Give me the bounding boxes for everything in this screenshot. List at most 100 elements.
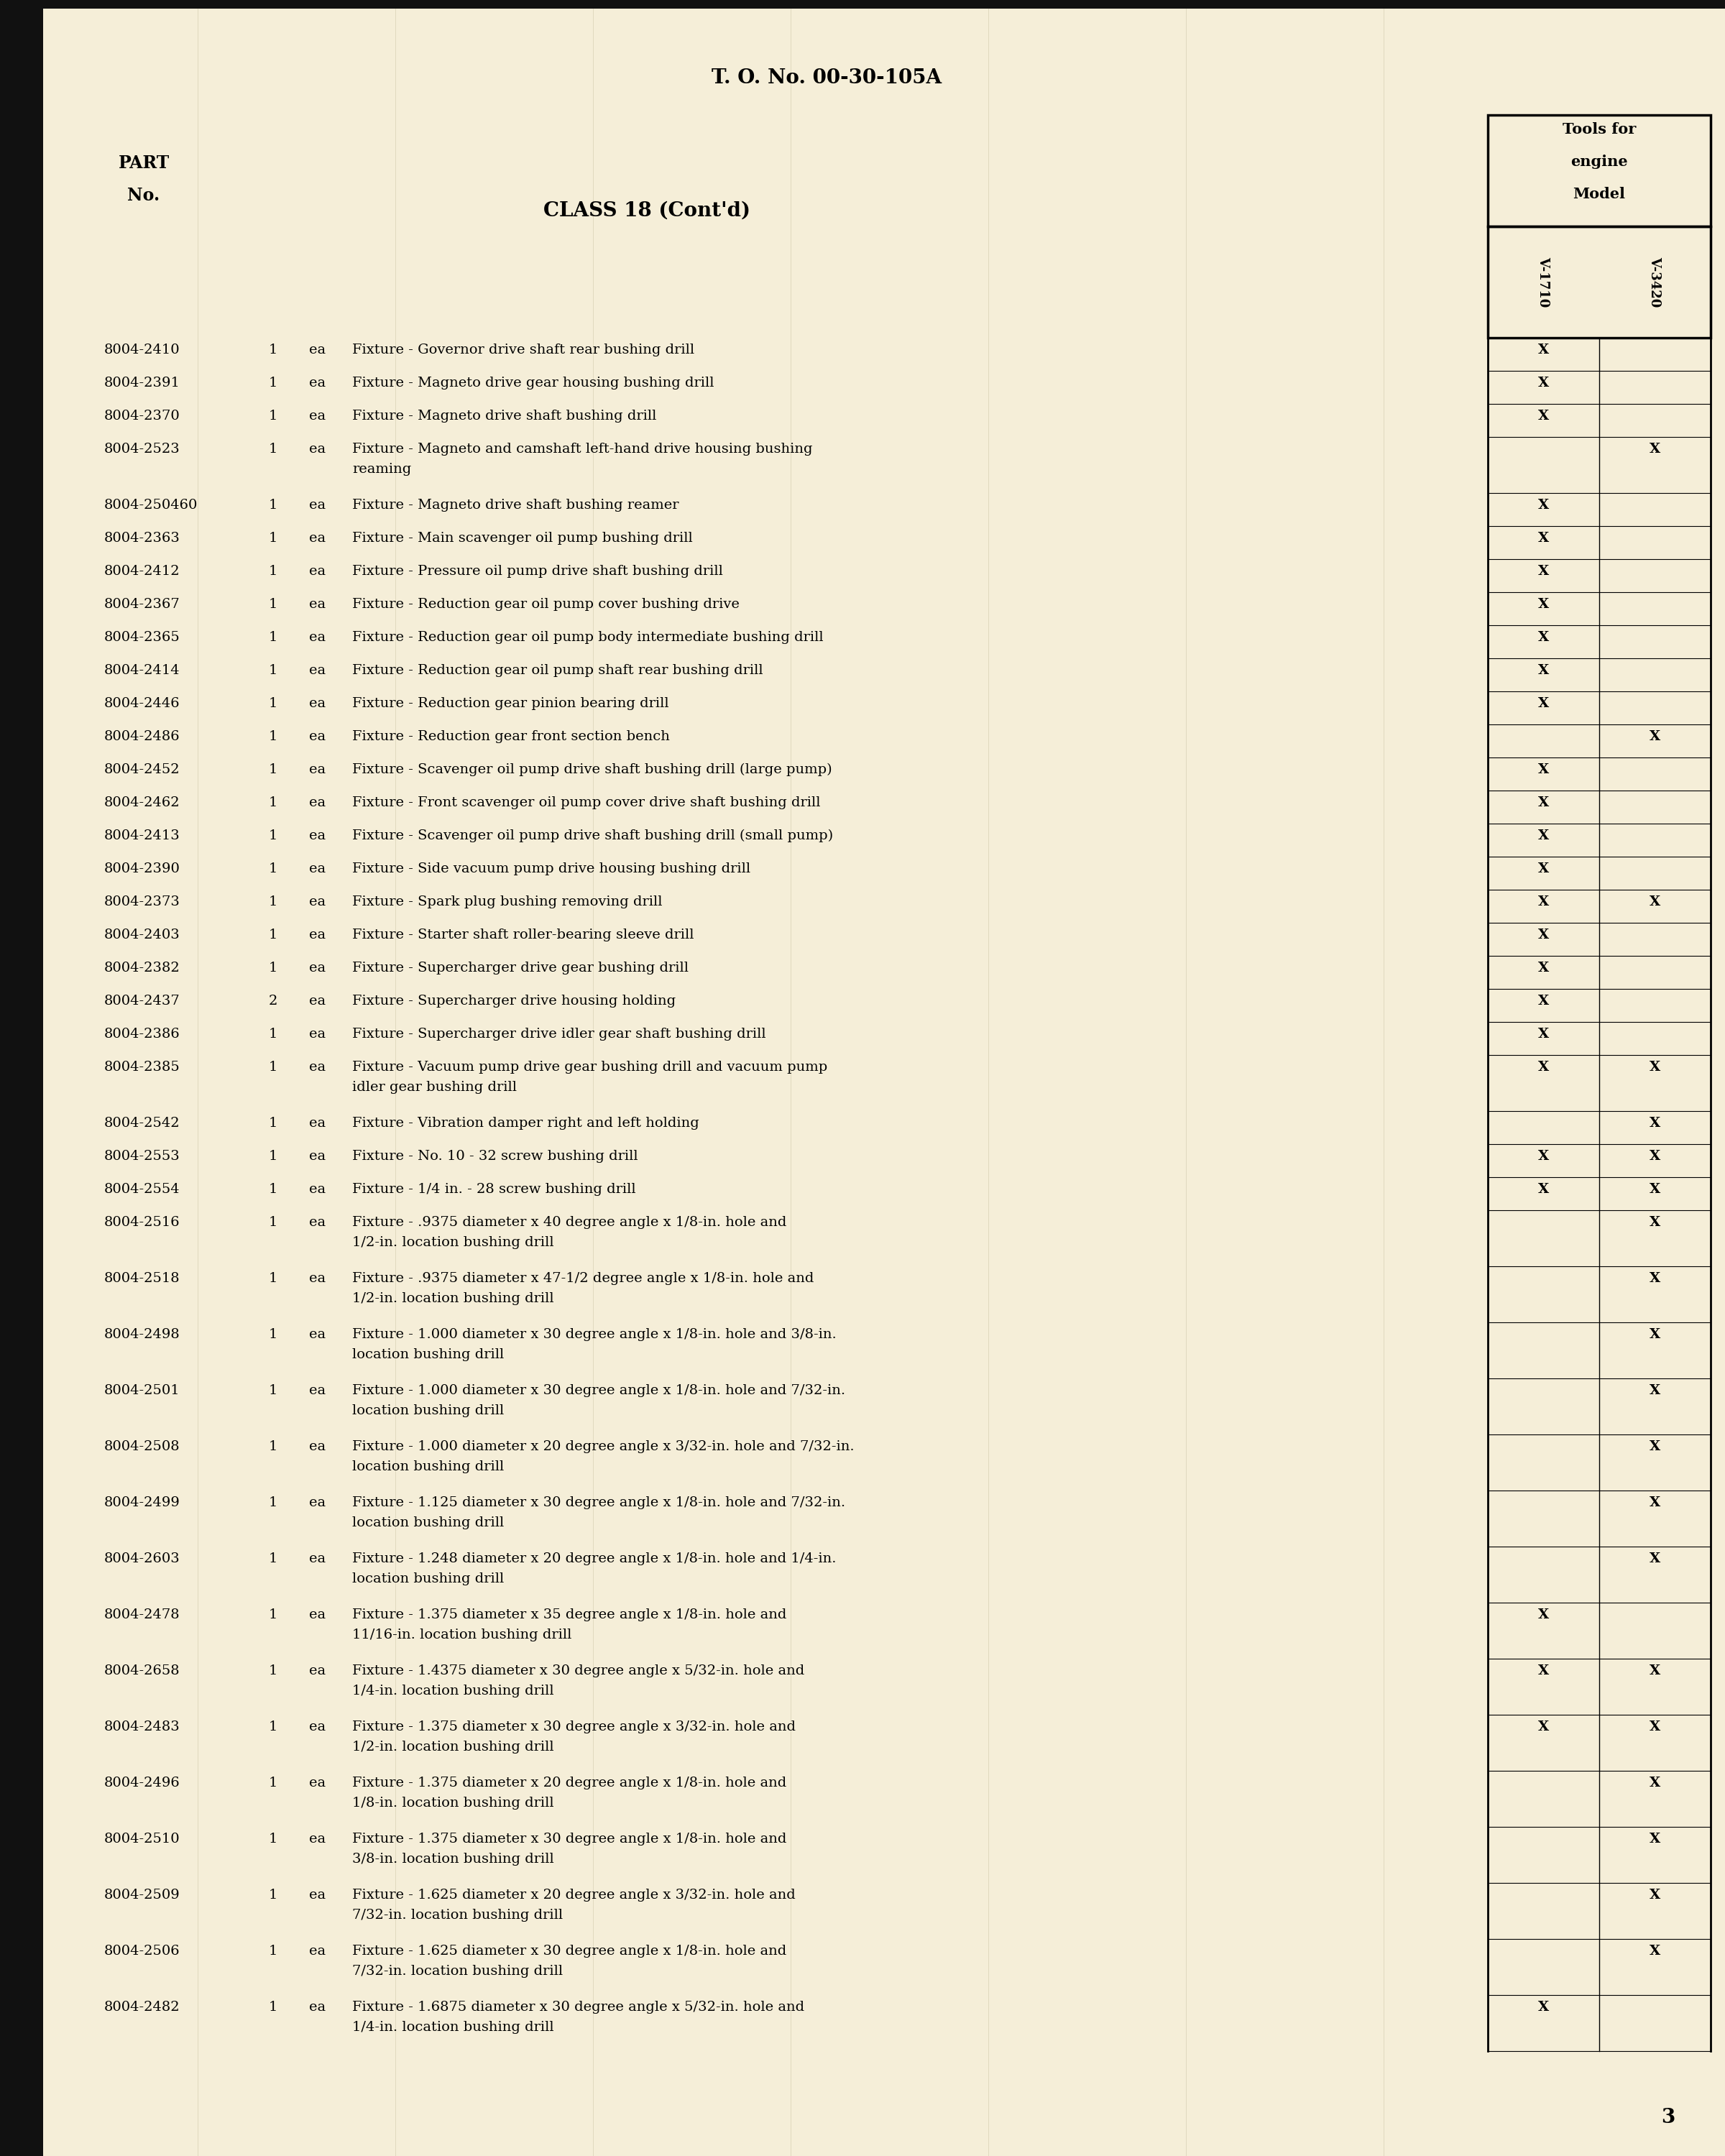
- Text: X: X: [1539, 830, 1549, 843]
- Text: 3/8-in. location bushing drill: 3/8-in. location bushing drill: [352, 1852, 554, 1865]
- Text: 1: 1: [269, 731, 278, 744]
- Text: 8004-2390: 8004-2390: [104, 862, 181, 875]
- Text: No.: No.: [128, 188, 160, 205]
- Text: 3: 3: [1661, 2109, 1675, 2128]
- Text: Fixture - Reduction gear oil pump body intermediate bushing drill: Fixture - Reduction gear oil pump body i…: [352, 632, 823, 645]
- Text: 8004-2385: 8004-2385: [104, 1061, 179, 1074]
- Text: 8004-2403: 8004-2403: [104, 929, 179, 942]
- Text: Fixture - Front scavenger oil pump cover drive shaft bushing drill: Fixture - Front scavenger oil pump cover…: [352, 796, 821, 808]
- Text: ea: ea: [309, 895, 326, 908]
- Text: Fixture - Supercharger drive idler gear shaft bushing drill: Fixture - Supercharger drive idler gear …: [352, 1028, 766, 1041]
- Text: 1: 1: [269, 696, 278, 709]
- Text: 1: 1: [269, 1028, 278, 1041]
- Text: ea: ea: [309, 597, 326, 610]
- Text: ea: ea: [309, 410, 326, 423]
- Text: X: X: [1539, 2001, 1549, 2014]
- Text: 1/8-in. location bushing drill: 1/8-in. location bushing drill: [352, 1796, 554, 1809]
- Text: X: X: [1539, 862, 1549, 875]
- Text: 8004-2365: 8004-2365: [104, 632, 179, 645]
- Text: 8004-2478: 8004-2478: [104, 1608, 179, 1621]
- Bar: [0, 0, 1725, 9]
- Text: Fixture - Supercharger drive housing holding: Fixture - Supercharger drive housing hol…: [352, 994, 676, 1007]
- Text: X: X: [1649, 1216, 1661, 1229]
- Text: Fixture - 1.375 diameter x 35 degree angle x 1/8-in. hole and: Fixture - 1.375 diameter x 35 degree ang…: [352, 1608, 787, 1621]
- Text: ea: ea: [309, 632, 326, 645]
- Text: 1: 1: [269, 377, 278, 390]
- Text: 1: 1: [269, 1216, 278, 1229]
- Text: X: X: [1539, 597, 1549, 610]
- Text: 1: 1: [269, 565, 278, 578]
- Text: X: X: [1649, 731, 1661, 744]
- Text: Fixture - 1.6875 diameter x 30 degree angle x 5/32-in. hole and: Fixture - 1.6875 diameter x 30 degree an…: [352, 2001, 804, 2014]
- Text: 8004-250460: 8004-250460: [104, 498, 198, 511]
- Text: 8004-2510: 8004-2510: [104, 1833, 179, 1846]
- Text: Fixture - 1.4375 diameter x 30 degree angle x 5/32-in. hole and: Fixture - 1.4375 diameter x 30 degree an…: [352, 1664, 804, 1677]
- Text: X: X: [1539, 565, 1549, 578]
- Text: X: X: [1539, 895, 1549, 908]
- Text: Fixture - No. 10 - 32 screw bushing drill: Fixture - No. 10 - 32 screw bushing dril…: [352, 1149, 638, 1162]
- Text: X: X: [1649, 895, 1661, 908]
- Text: X: X: [1539, 1028, 1549, 1041]
- Text: 1: 1: [269, 343, 278, 356]
- Text: ea: ea: [309, 1552, 326, 1565]
- Text: Fixture - 1.375 diameter x 20 degree angle x 1/8-in. hole and: Fixture - 1.375 diameter x 20 degree ang…: [352, 1777, 787, 1789]
- Text: Fixture - Scavenger oil pump drive shaft bushing drill (large pump): Fixture - Scavenger oil pump drive shaft…: [352, 763, 831, 776]
- Text: PART: PART: [117, 155, 169, 172]
- Text: X: X: [1649, 1149, 1661, 1162]
- Text: ea: ea: [309, 377, 326, 390]
- Text: ea: ea: [309, 929, 326, 942]
- Text: 1: 1: [269, 1720, 278, 1733]
- Bar: [1487, 226, 1711, 338]
- Text: 8004-2483: 8004-2483: [104, 1720, 179, 1733]
- Text: 8004-2501: 8004-2501: [104, 1384, 179, 1397]
- Text: ea: ea: [309, 565, 326, 578]
- Text: 8004-2367: 8004-2367: [104, 597, 179, 610]
- Text: V-1710: V-1710: [1537, 257, 1551, 308]
- Text: 1/4-in. location bushing drill: 1/4-in. location bushing drill: [352, 2020, 554, 2033]
- Text: Fixture - .9375 diameter x 40 degree angle x 1/8-in. hole and: Fixture - .9375 diameter x 40 degree ang…: [352, 1216, 787, 1229]
- Text: 8004-2437: 8004-2437: [104, 994, 179, 1007]
- Text: X: X: [1539, 929, 1549, 942]
- Bar: [0, 0, 43, 2156]
- Text: ea: ea: [309, 994, 326, 1007]
- Text: 8004-2386: 8004-2386: [104, 1028, 179, 1041]
- Text: 8004-2554: 8004-2554: [104, 1184, 179, 1197]
- Text: ea: ea: [309, 962, 326, 975]
- Text: engine: engine: [1570, 155, 1628, 168]
- Text: ea: ea: [309, 696, 326, 709]
- Text: 1: 1: [269, 1552, 278, 1565]
- Text: 1: 1: [269, 1889, 278, 1902]
- Text: Fixture - 1.375 diameter x 30 degree angle x 3/32-in. hole and: Fixture - 1.375 diameter x 30 degree ang…: [352, 1720, 795, 1733]
- Text: location bushing drill: location bushing drill: [352, 1404, 504, 1416]
- Text: 8004-2446: 8004-2446: [104, 696, 179, 709]
- Text: X: X: [1649, 1384, 1661, 1397]
- Text: 1: 1: [269, 763, 278, 776]
- Text: Fixture - Reduction gear oil pump cover bushing drive: Fixture - Reduction gear oil pump cover …: [352, 597, 740, 610]
- Text: 1: 1: [269, 1496, 278, 1509]
- Text: 8004-2499: 8004-2499: [104, 1496, 181, 1509]
- Text: ea: ea: [309, 1061, 326, 1074]
- Text: 8004-2482: 8004-2482: [104, 2001, 179, 2014]
- Text: V-3420: V-3420: [1649, 257, 1661, 308]
- Text: Fixture - Side vacuum pump drive housing bushing drill: Fixture - Side vacuum pump drive housing…: [352, 862, 750, 875]
- Text: X: X: [1539, 994, 1549, 1007]
- Text: Fixture - Reduction gear pinion bearing drill: Fixture - Reduction gear pinion bearing …: [352, 696, 669, 709]
- Text: Fixture - Magneto drive shaft bushing reamer: Fixture - Magneto drive shaft bushing re…: [352, 498, 680, 511]
- Text: 8004-2391: 8004-2391: [104, 377, 181, 390]
- Text: X: X: [1649, 442, 1661, 455]
- Text: 8004-2370: 8004-2370: [104, 410, 179, 423]
- Text: Fixture - Spark plug bushing removing drill: Fixture - Spark plug bushing removing dr…: [352, 895, 662, 908]
- Text: X: X: [1539, 343, 1549, 356]
- Text: 1: 1: [269, 1328, 278, 1341]
- Text: X: X: [1539, 696, 1549, 709]
- Text: ea: ea: [309, 1664, 326, 1677]
- Text: 1/2-in. location bushing drill: 1/2-in. location bushing drill: [352, 1291, 554, 1304]
- Text: 1: 1: [269, 632, 278, 645]
- Text: 8004-2496: 8004-2496: [104, 1777, 179, 1789]
- Text: X: X: [1539, 1720, 1549, 1733]
- Text: 1: 1: [269, 1608, 278, 1621]
- Text: 1: 1: [269, 498, 278, 511]
- Text: 8004-2658: 8004-2658: [104, 1664, 179, 1677]
- Text: X: X: [1649, 1833, 1661, 1846]
- Text: Fixture - Magneto drive gear housing bushing drill: Fixture - Magneto drive gear housing bus…: [352, 377, 714, 390]
